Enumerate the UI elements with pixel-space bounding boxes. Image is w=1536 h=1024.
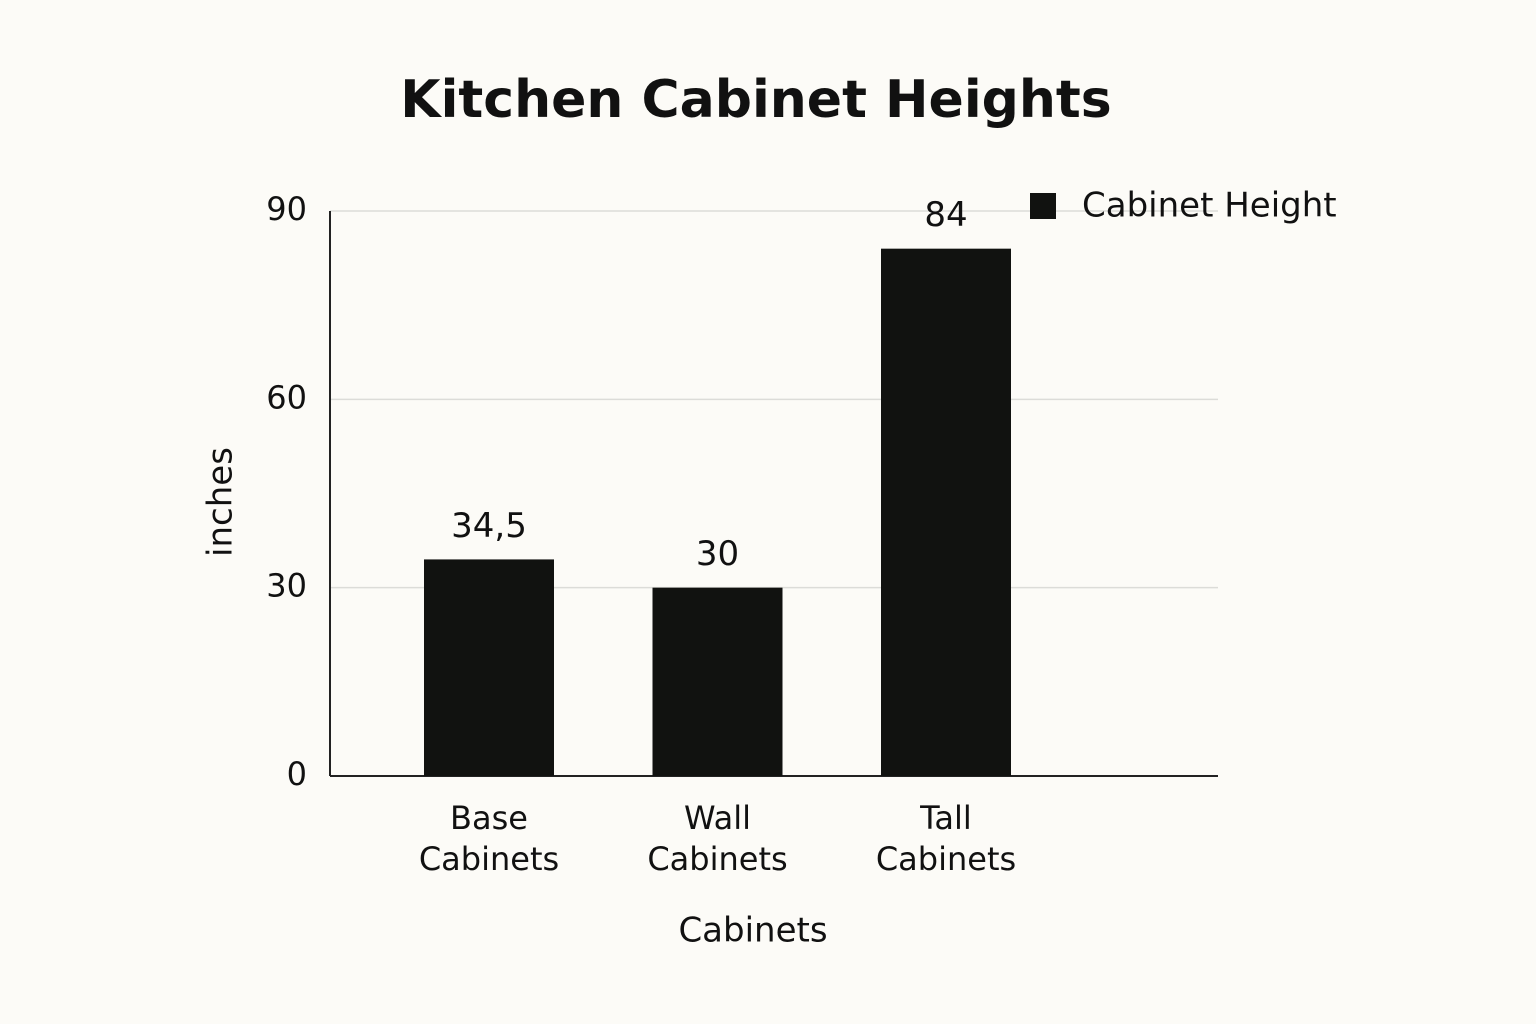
bar [424, 559, 554, 776]
value-label: 34,5 [451, 506, 527, 546]
value-label: 84 [924, 195, 967, 235]
x-axis-title: Cabinets [678, 911, 827, 951]
x-tick-label: Base Cabinets [418, 799, 560, 878]
x-tick-label: Wall Cabinets [647, 799, 788, 878]
legend-label: Cabinet Height [1082, 186, 1337, 226]
y-axis-title: inches [201, 447, 241, 557]
y-tick-label: 90 [266, 190, 307, 228]
y-tick-label: 0 [287, 755, 307, 793]
y-tick-label: 60 [266, 378, 307, 416]
legend-swatch [1030, 193, 1056, 219]
y-tick-label: 30 [266, 567, 307, 605]
bar [881, 248, 1011, 776]
value-label: 30 [696, 534, 739, 574]
chart-title: Kitchen Cabinet Heights [400, 70, 1111, 130]
bar [652, 587, 783, 776]
x-tick-label: Tall Cabinets [875, 799, 1017, 878]
